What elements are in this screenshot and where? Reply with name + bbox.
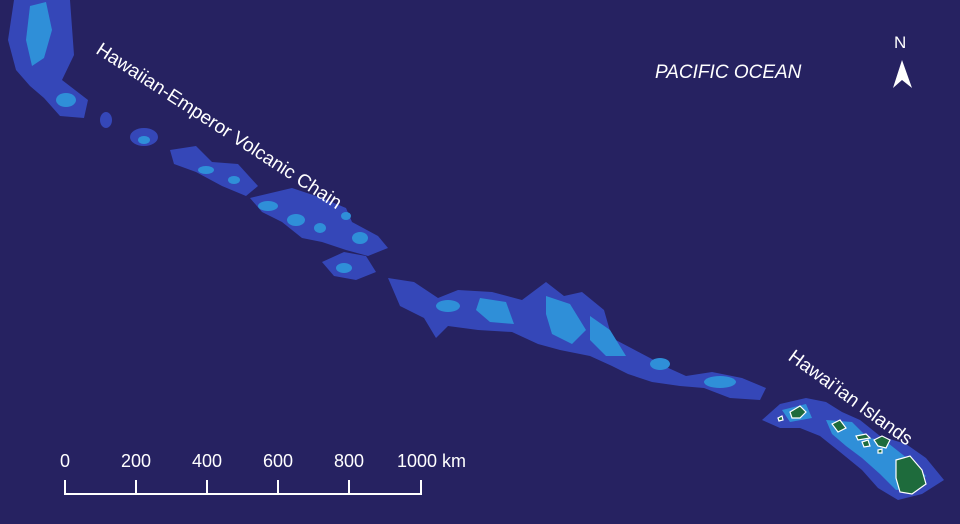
island-niihau [777, 415, 784, 422]
scale-label-200: 200 [120, 451, 152, 471]
island-kauai [789, 405, 807, 419]
scale-label-800: 800 [333, 451, 365, 471]
scale-label-0: 0 [59, 451, 71, 471]
hawaiian-islands-land [777, 405, 927, 495]
scale-label-400: 400 [191, 451, 223, 471]
island-maui [873, 435, 891, 449]
scale-label-600: 600 [262, 451, 294, 471]
north-label: N [894, 33, 907, 52]
island-lanai [861, 439, 871, 448]
island-kahoolawe [877, 448, 883, 454]
scale-bar [64, 480, 422, 495]
north-arrow-icon [893, 60, 912, 88]
island-oahu [831, 419, 847, 433]
scale-label-1000-km: 1000 km [397, 451, 467, 471]
ocean-label: PACIFIC OCEAN [655, 62, 802, 83]
island-hawaii [895, 455, 927, 495]
island-molokai [855, 433, 872, 441]
